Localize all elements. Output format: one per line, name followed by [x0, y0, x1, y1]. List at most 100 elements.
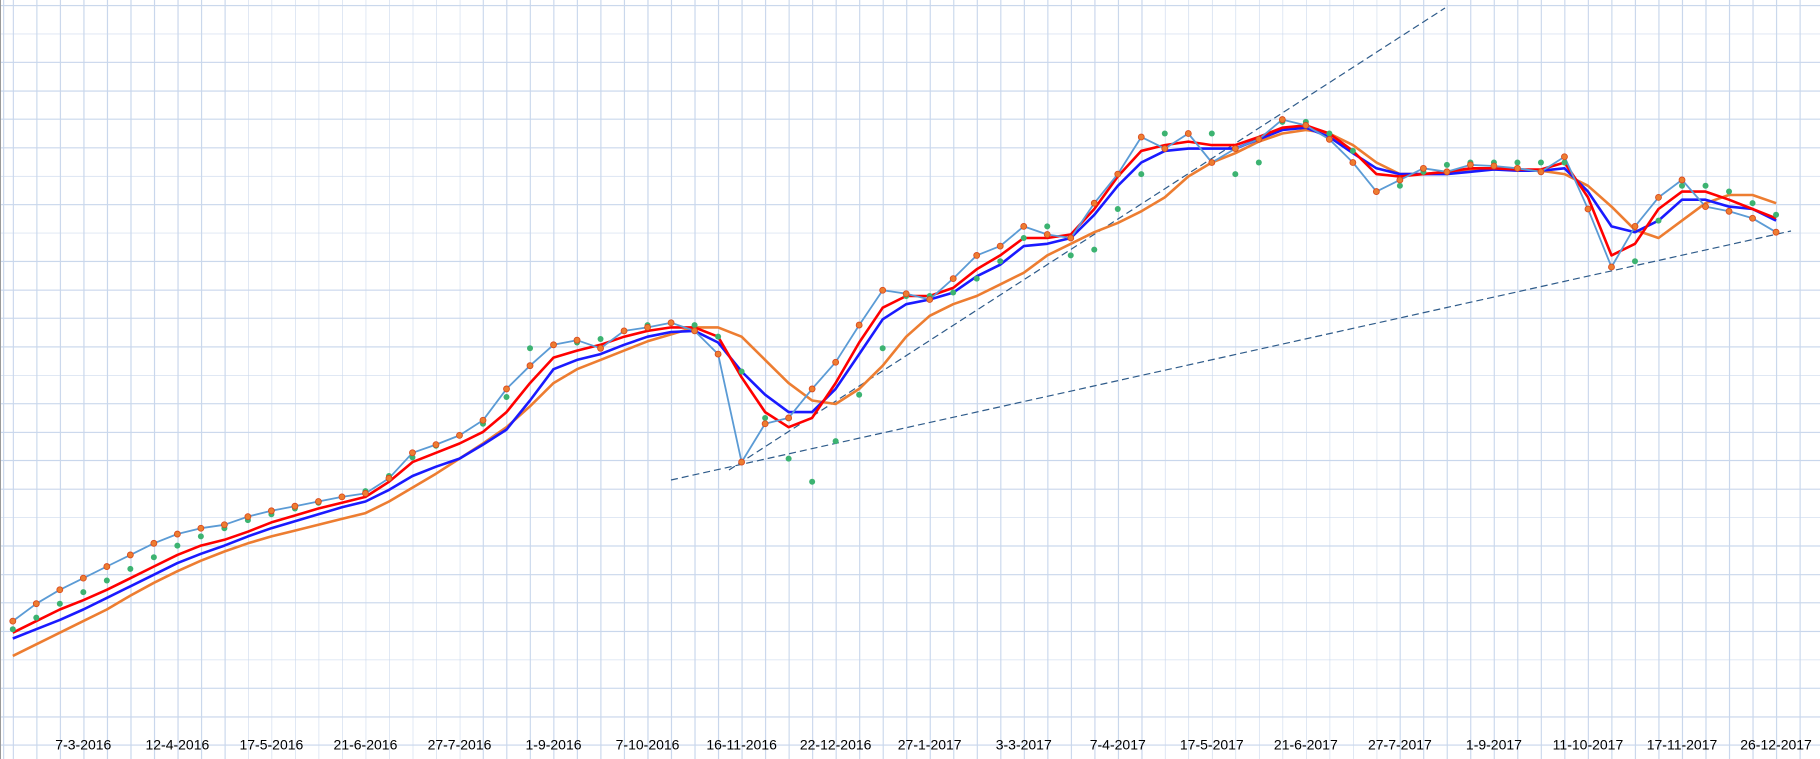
marker	[1161, 130, 1168, 137]
marker	[1349, 147, 1356, 154]
marker	[1655, 217, 1662, 224]
marker	[503, 394, 510, 401]
trend-line	[670, 230, 1792, 481]
marker	[1679, 182, 1686, 189]
marker	[973, 252, 981, 259]
x-tick-label: 7-10-2016	[616, 737, 680, 753]
marker	[150, 554, 157, 561]
marker	[715, 333, 722, 340]
marker	[832, 438, 839, 445]
marker	[597, 344, 604, 352]
x-tick-label: 11-10-2017	[1553, 737, 1624, 753]
marker	[409, 449, 416, 457]
series-line	[12, 126, 1777, 640]
x-tick-label: 17-5-2017	[1180, 737, 1244, 753]
x-tick-label: 22-12-2016	[800, 737, 872, 753]
x-tick-label: 7-3-2016	[55, 737, 111, 753]
marker	[1725, 207, 1733, 215]
marker	[1161, 145, 1169, 153]
marker	[1396, 176, 1404, 184]
marker	[268, 507, 275, 515]
marker	[973, 275, 980, 282]
marker	[1514, 164, 1521, 172]
marker	[902, 290, 910, 298]
marker	[1278, 116, 1286, 123]
x-tick-label: 7-4-2017	[1090, 737, 1146, 753]
marker	[1655, 193, 1662, 201]
marker	[1537, 159, 1544, 166]
marker	[1443, 161, 1450, 168]
x-tick-label: 27-7-2016	[428, 737, 492, 753]
marker	[597, 335, 604, 342]
marker	[1090, 199, 1098, 207]
marker	[126, 551, 134, 559]
marker	[1372, 188, 1380, 195]
marker	[1749, 214, 1756, 222]
x-tick-label: 26-12-2017	[1740, 737, 1812, 753]
marker	[1420, 164, 1427, 172]
x-tick-label: 17-5-2016	[239, 737, 303, 753]
marker	[1208, 130, 1215, 137]
x-tick-label: 3-3-2017	[996, 737, 1052, 753]
marker	[573, 336, 581, 344]
marker	[1349, 159, 1357, 166]
marker	[503, 385, 510, 393]
x-tick-label: 17-11-2017	[1647, 737, 1718, 753]
marker	[691, 327, 698, 335]
x-tick-label: 12-4-2016	[145, 737, 209, 753]
marker	[1020, 234, 1027, 241]
marker	[103, 563, 111, 570]
marker	[1043, 231, 1051, 238]
marker	[1773, 211, 1780, 218]
marker	[1091, 246, 1098, 253]
marker	[1231, 145, 1239, 153]
marker	[1702, 182, 1709, 189]
marker	[197, 524, 205, 532]
marker	[691, 322, 698, 329]
marker	[1208, 159, 1216, 166]
series-line	[12, 128, 1777, 658]
marker	[127, 565, 134, 572]
marker	[1020, 222, 1028, 230]
marker	[949, 275, 957, 283]
marker	[56, 586, 64, 594]
marker	[832, 358, 840, 366]
marker	[220, 521, 228, 529]
marker	[80, 589, 87, 596]
marker	[738, 368, 745, 375]
marker	[56, 600, 63, 607]
marker	[338, 493, 346, 501]
marker	[1302, 121, 1310, 129]
marker	[1326, 130, 1333, 137]
x-tick-label: 27-1-2017	[898, 737, 962, 753]
series-line	[12, 118, 1777, 622]
marker	[174, 542, 181, 549]
marker	[432, 441, 440, 449]
marker	[1678, 176, 1686, 184]
marker	[762, 414, 769, 421]
marker	[550, 341, 557, 349]
marker	[1726, 188, 1733, 195]
marker	[1631, 222, 1639, 230]
marker	[1184, 130, 1192, 137]
marker	[103, 577, 110, 584]
marker	[620, 327, 628, 335]
marker	[785, 455, 792, 462]
marker	[1232, 171, 1239, 178]
marker	[1114, 205, 1121, 212]
marker	[9, 626, 16, 633]
marker	[362, 490, 369, 497]
marker	[1044, 223, 1051, 230]
marker	[1749, 200, 1756, 207]
marker	[997, 258, 1004, 265]
marker	[150, 539, 158, 547]
marker	[714, 350, 722, 358]
x-tick-label: 21-6-2016	[334, 737, 398, 753]
marker	[385, 474, 393, 482]
marker	[1396, 182, 1403, 189]
marker	[1067, 234, 1075, 242]
marker	[409, 454, 416, 461]
marker	[879, 286, 887, 294]
marker	[9, 617, 17, 625]
marker	[456, 431, 463, 439]
